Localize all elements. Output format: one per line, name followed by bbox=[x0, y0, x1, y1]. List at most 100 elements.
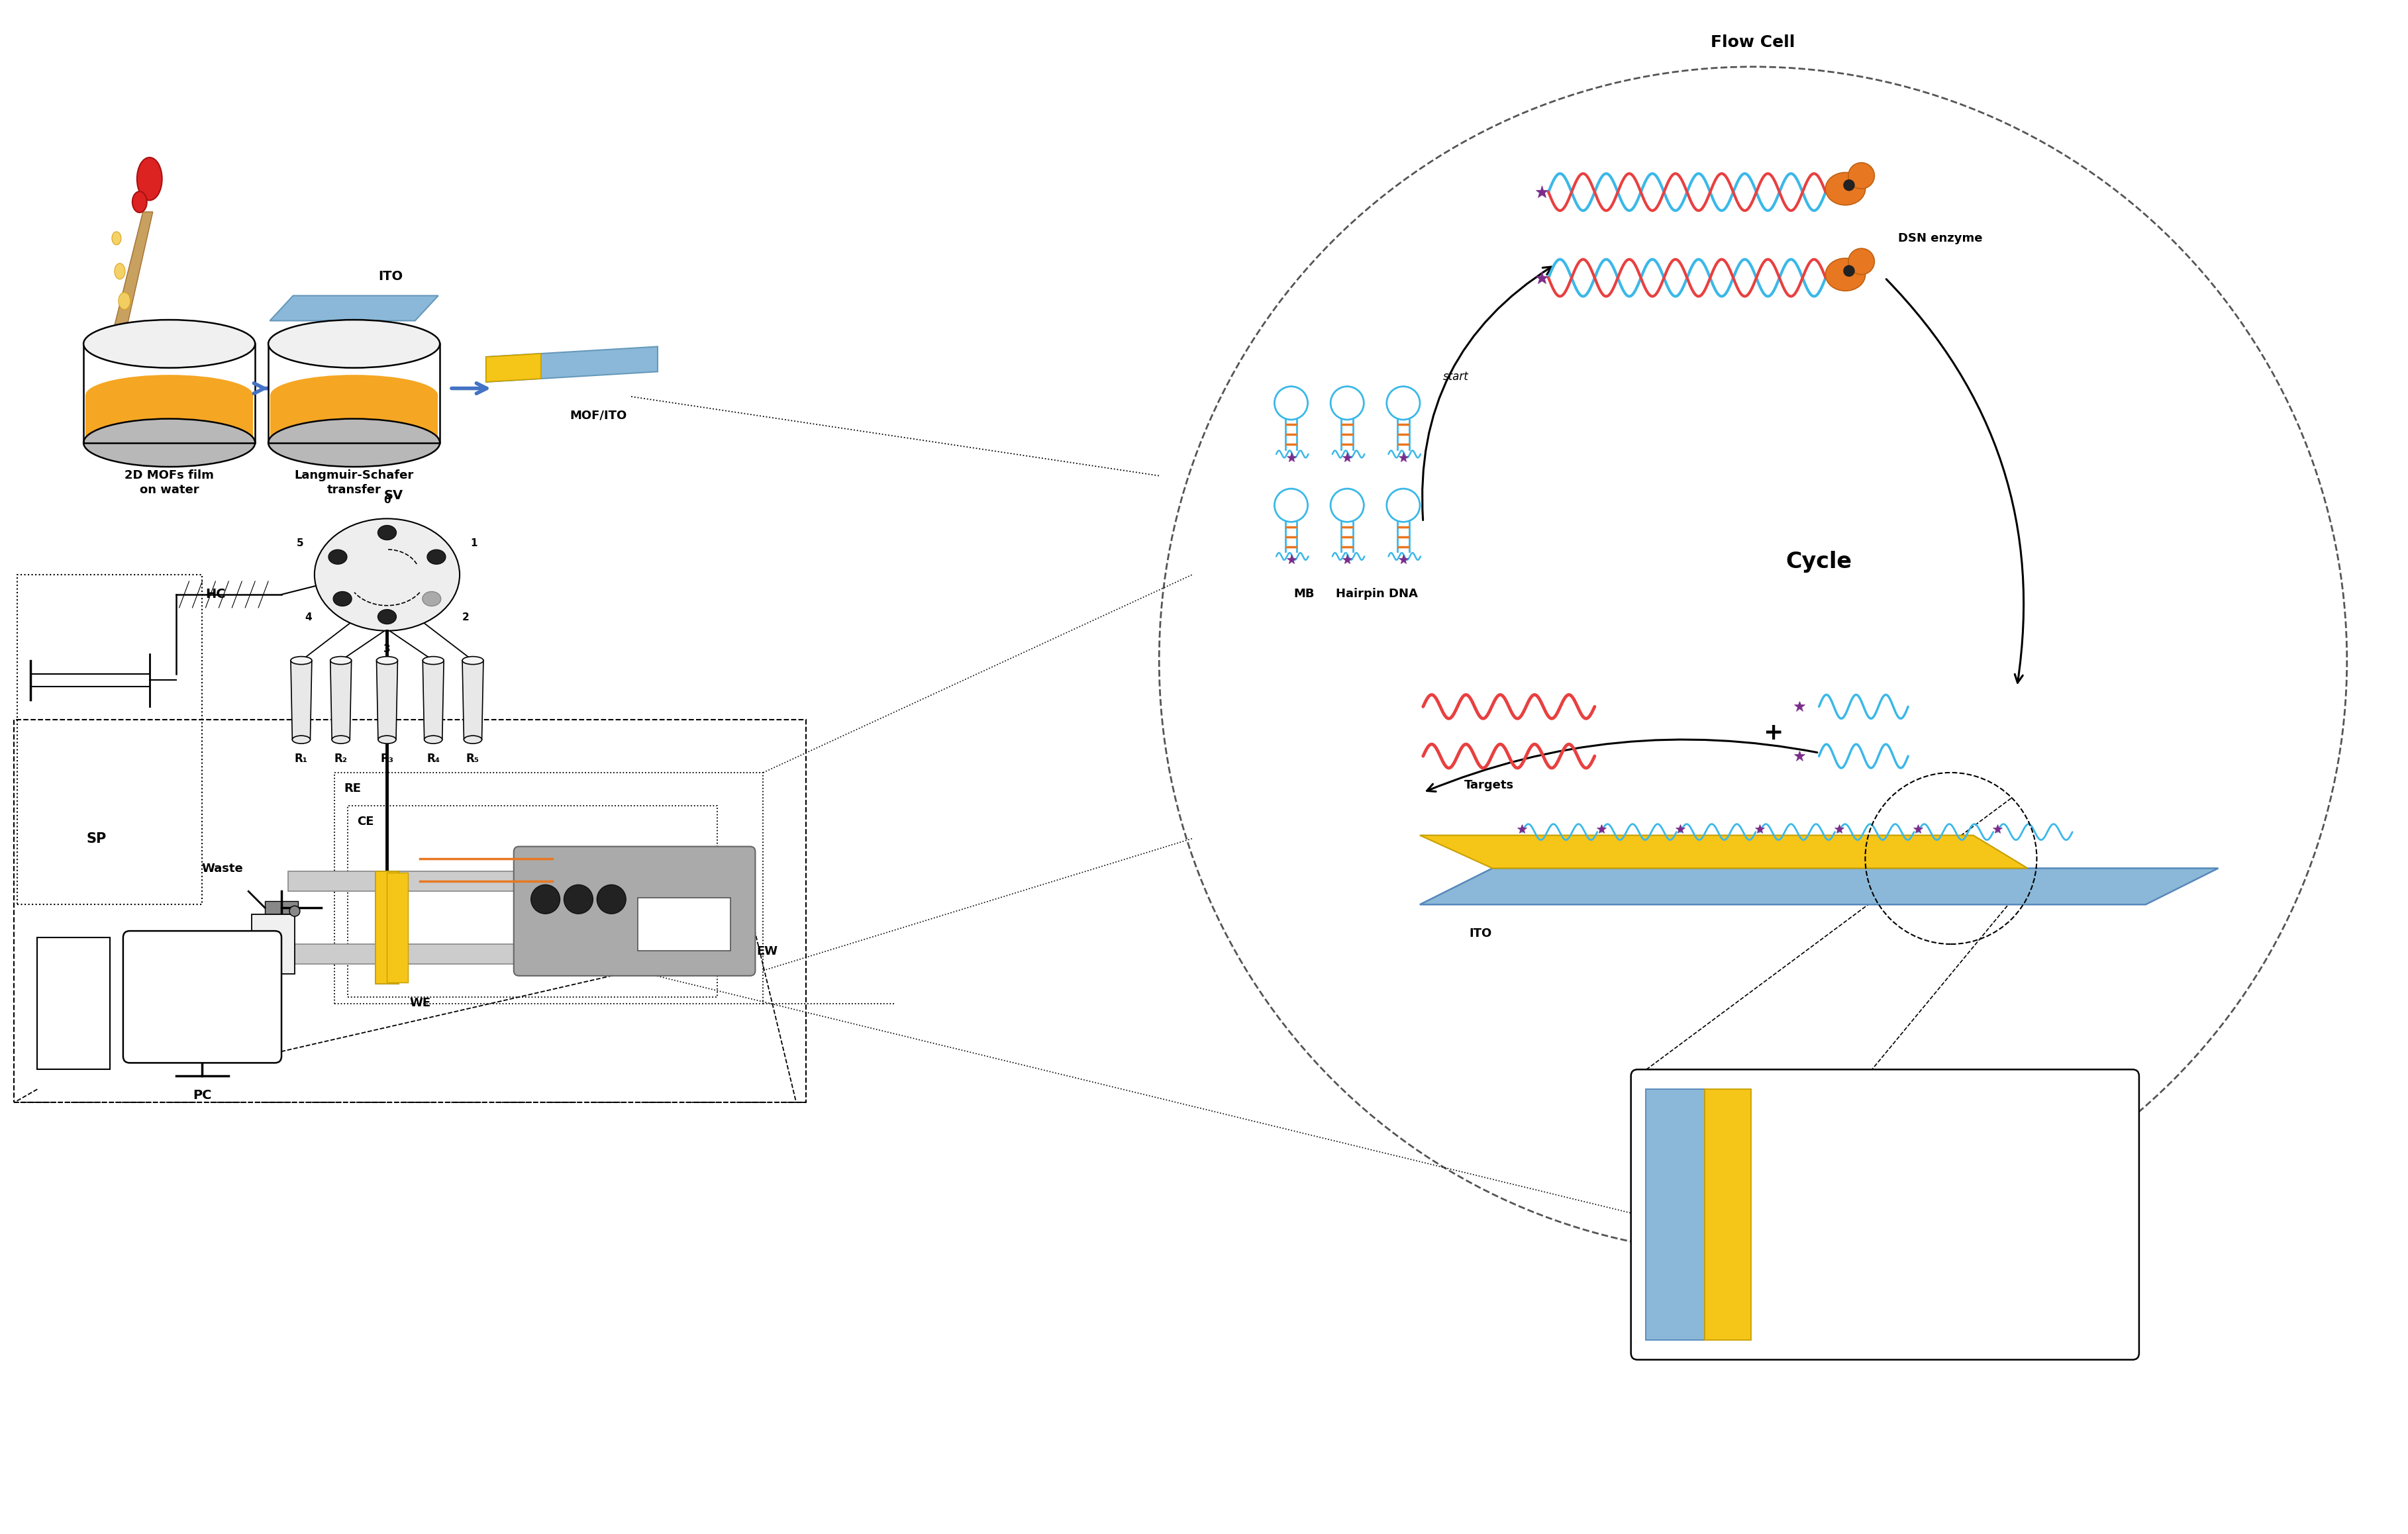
Text: Flow Cell: Flow Cell bbox=[1710, 34, 1796, 51]
Ellipse shape bbox=[1825, 258, 1866, 291]
Polygon shape bbox=[270, 296, 438, 321]
Text: Langmuir-Schafer
transfer: Langmuir-Schafer transfer bbox=[294, 469, 414, 495]
Bar bbox=[1705, 1089, 1751, 1339]
Polygon shape bbox=[486, 347, 657, 382]
Text: MOF/ITO: MOF/ITO bbox=[571, 410, 626, 422]
Ellipse shape bbox=[111, 232, 120, 245]
Bar bbox=[289, 871, 551, 891]
Text: SP: SP bbox=[87, 831, 106, 845]
Bar bbox=[289, 943, 551, 963]
Text: MBH₂: MBH₂ bbox=[1813, 1264, 1852, 1276]
Bar bbox=[1645, 1089, 1705, 1339]
Polygon shape bbox=[486, 353, 542, 382]
Ellipse shape bbox=[426, 549, 445, 565]
Bar bbox=[265, 902, 299, 914]
Ellipse shape bbox=[332, 736, 349, 744]
Circle shape bbox=[563, 885, 592, 914]
Ellipse shape bbox=[424, 736, 443, 744]
FancyBboxPatch shape bbox=[513, 847, 756, 976]
Ellipse shape bbox=[116, 264, 125, 279]
Ellipse shape bbox=[137, 158, 161, 201]
Polygon shape bbox=[376, 661, 397, 739]
Bar bbox=[335, 773, 763, 1003]
Polygon shape bbox=[87, 396, 253, 443]
Polygon shape bbox=[462, 661, 484, 739]
Polygon shape bbox=[270, 396, 438, 443]
Text: ITO: ITO bbox=[1469, 928, 1493, 939]
Text: DSN enzyme: DSN enzyme bbox=[1898, 232, 1982, 244]
Text: 3: 3 bbox=[383, 644, 390, 653]
Text: R₃: R₃ bbox=[380, 753, 393, 765]
Ellipse shape bbox=[330, 657, 352, 664]
Text: SV: SV bbox=[383, 489, 402, 502]
Polygon shape bbox=[111, 212, 152, 344]
Text: WE: WE bbox=[409, 997, 431, 1009]
Ellipse shape bbox=[270, 374, 438, 416]
Text: 4: 4 bbox=[306, 612, 313, 623]
Circle shape bbox=[1842, 179, 1854, 190]
Ellipse shape bbox=[462, 657, 484, 664]
Circle shape bbox=[1849, 163, 1873, 189]
Circle shape bbox=[289, 907, 301, 916]
Ellipse shape bbox=[291, 736, 311, 744]
Text: 2D MOFs film
on water: 2D MOFs film on water bbox=[125, 469, 214, 495]
Text: PC: PC bbox=[193, 1089, 212, 1101]
Ellipse shape bbox=[267, 319, 441, 368]
Text: ITO: ITO bbox=[378, 270, 402, 282]
Text: start: start bbox=[1442, 371, 1469, 384]
Text: MOF
Nanozyme: MOF Nanozyme bbox=[1960, 1197, 2020, 1218]
Ellipse shape bbox=[118, 293, 130, 310]
Bar bbox=[39, 937, 111, 1069]
Bar bbox=[17, 575, 202, 905]
Ellipse shape bbox=[378, 525, 397, 540]
Ellipse shape bbox=[84, 419, 255, 466]
Circle shape bbox=[597, 885, 626, 914]
Polygon shape bbox=[330, 661, 352, 739]
Polygon shape bbox=[291, 661, 313, 739]
Ellipse shape bbox=[87, 374, 253, 416]
Ellipse shape bbox=[378, 736, 395, 744]
Text: CE: CE bbox=[356, 816, 373, 827]
Circle shape bbox=[530, 885, 561, 914]
Bar bbox=[388, 873, 409, 982]
Text: +: + bbox=[1763, 723, 1782, 744]
Circle shape bbox=[1849, 249, 1873, 275]
Text: Cycle: Cycle bbox=[1787, 551, 1852, 572]
Ellipse shape bbox=[327, 549, 347, 565]
FancyBboxPatch shape bbox=[123, 931, 282, 1063]
Text: EW: EW bbox=[756, 945, 778, 957]
Text: MB: MB bbox=[1293, 588, 1315, 600]
Ellipse shape bbox=[378, 609, 397, 624]
Bar bbox=[347, 805, 718, 997]
Circle shape bbox=[1842, 265, 1854, 276]
Text: HC: HC bbox=[205, 588, 226, 601]
Ellipse shape bbox=[1825, 172, 1866, 206]
Text: 1: 1 bbox=[470, 538, 477, 548]
Ellipse shape bbox=[132, 192, 147, 213]
Bar bbox=[638, 897, 730, 951]
Bar bbox=[376, 871, 400, 983]
Text: 2e⁻: 2e⁻ bbox=[1799, 1203, 1820, 1213]
Text: R₅: R₅ bbox=[467, 753, 479, 765]
Text: Waste: Waste bbox=[202, 864, 243, 874]
Text: 5: 5 bbox=[296, 538, 303, 548]
Text: 2: 2 bbox=[462, 612, 470, 623]
Text: RE: RE bbox=[344, 782, 361, 795]
Ellipse shape bbox=[424, 657, 443, 664]
Ellipse shape bbox=[332, 592, 352, 606]
Text: H₂O₂: H₂O₂ bbox=[2054, 1137, 2085, 1147]
Text: MB: MB bbox=[1820, 1140, 1845, 1152]
Text: R₁: R₁ bbox=[294, 753, 308, 765]
Text: Targets: Targets bbox=[1464, 779, 1515, 792]
Bar bbox=[376, 871, 400, 983]
Ellipse shape bbox=[376, 657, 397, 664]
Ellipse shape bbox=[84, 319, 255, 368]
Text: H₂O: H₂O bbox=[2056, 1281, 2083, 1293]
Ellipse shape bbox=[315, 518, 460, 630]
Ellipse shape bbox=[465, 736, 482, 744]
Bar bbox=[253, 914, 294, 974]
Text: R₂: R₂ bbox=[335, 753, 347, 765]
Polygon shape bbox=[1421, 868, 2218, 905]
Text: 0: 0 bbox=[383, 495, 390, 505]
Bar bbox=[14, 719, 807, 1103]
